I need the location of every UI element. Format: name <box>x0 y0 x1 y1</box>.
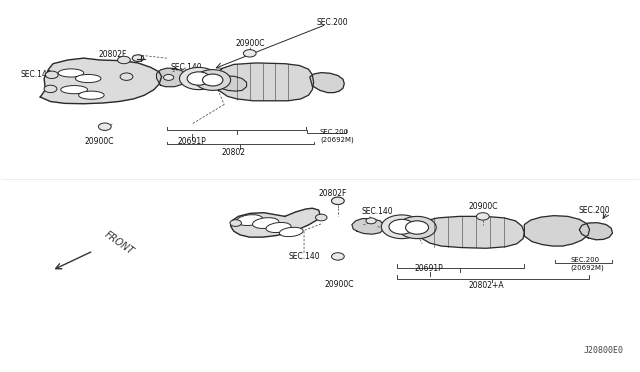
Circle shape <box>179 67 218 90</box>
Polygon shape <box>40 58 162 104</box>
Polygon shape <box>524 216 589 246</box>
Circle shape <box>202 74 223 86</box>
Circle shape <box>476 213 489 220</box>
Polygon shape <box>157 68 186 87</box>
Ellipse shape <box>253 218 279 228</box>
Text: SEC.140: SEC.140 <box>170 63 202 72</box>
Circle shape <box>118 56 131 64</box>
Circle shape <box>44 85 57 93</box>
Circle shape <box>332 197 344 205</box>
Polygon shape <box>230 208 320 237</box>
Circle shape <box>316 214 327 221</box>
Text: 20900C: 20900C <box>468 202 497 211</box>
Ellipse shape <box>58 69 84 77</box>
Polygon shape <box>216 76 246 91</box>
Polygon shape <box>417 217 524 248</box>
Text: 20691P: 20691P <box>178 137 207 146</box>
Circle shape <box>164 74 173 80</box>
Circle shape <box>398 217 436 238</box>
Circle shape <box>389 219 415 234</box>
Circle shape <box>195 70 230 90</box>
Circle shape <box>132 55 144 61</box>
Circle shape <box>381 215 422 238</box>
Ellipse shape <box>280 227 303 237</box>
Polygon shape <box>352 219 384 234</box>
Circle shape <box>366 218 376 224</box>
Text: SEC.140: SEC.140 <box>288 252 320 261</box>
Circle shape <box>230 220 241 227</box>
Polygon shape <box>310 73 344 93</box>
Text: SEC.200: SEC.200 <box>317 19 349 28</box>
Text: 20802F: 20802F <box>319 189 347 198</box>
Ellipse shape <box>79 91 104 99</box>
Text: FRONT: FRONT <box>102 230 135 257</box>
Text: 20900C: 20900C <box>235 39 264 48</box>
Text: J20800E0: J20800E0 <box>583 346 623 355</box>
Text: 20802: 20802 <box>222 148 246 157</box>
Ellipse shape <box>266 222 291 232</box>
Circle shape <box>243 49 256 57</box>
Text: SEC.200
(20692M): SEC.200 (20692M) <box>570 257 604 270</box>
Ellipse shape <box>76 74 101 83</box>
Text: 20802F: 20802F <box>99 50 127 59</box>
Polygon shape <box>215 63 314 101</box>
Text: SEC.200
(20692M): SEC.200 (20692M) <box>320 129 354 143</box>
Text: 20900C: 20900C <box>324 280 354 289</box>
Text: SEC.140: SEC.140 <box>20 70 52 79</box>
Ellipse shape <box>237 215 263 225</box>
Ellipse shape <box>61 86 88 94</box>
Circle shape <box>120 73 133 80</box>
Text: 20900C: 20900C <box>85 137 115 146</box>
Circle shape <box>406 221 429 234</box>
Circle shape <box>99 123 111 131</box>
Text: 20691P: 20691P <box>414 264 443 273</box>
Text: 20802+A: 20802+A <box>468 281 504 290</box>
Circle shape <box>332 253 344 260</box>
Text: SEC.200: SEC.200 <box>579 206 611 215</box>
Polygon shape <box>579 223 612 240</box>
Circle shape <box>45 71 58 78</box>
Text: SEC.140: SEC.140 <box>362 208 394 217</box>
Circle shape <box>187 72 210 85</box>
